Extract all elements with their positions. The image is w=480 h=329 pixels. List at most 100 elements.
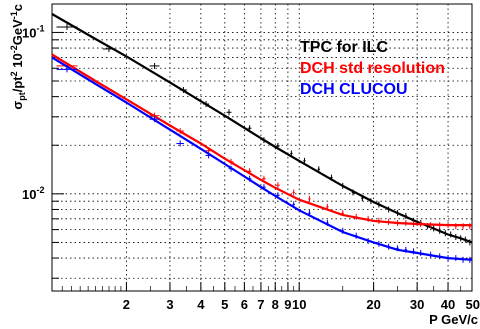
data-point (292, 189, 295, 196)
data-point (351, 189, 355, 196)
x-tick-label: 8 (272, 297, 279, 312)
data-point (276, 182, 280, 189)
x-axis-label: P GeV/c (429, 312, 478, 327)
x-tick-label: 30 (410, 297, 424, 312)
data-point (292, 201, 295, 208)
data-point (419, 249, 422, 256)
data-point (228, 165, 234, 172)
x-tick-label: 2 (123, 297, 130, 312)
data-point (262, 175, 266, 182)
data-point (179, 86, 188, 93)
y-tick-label: 10-1 (22, 23, 44, 40)
data-point (377, 217, 381, 224)
legend-entry-tpc: TPC for ILC (300, 39, 388, 56)
x-tick-label: 9 (284, 297, 291, 312)
x-tick-label: 5 (221, 297, 228, 312)
series-2 (51, 56, 473, 263)
data-point (262, 137, 266, 144)
data-point (262, 184, 266, 191)
series-layer (51, 13, 473, 263)
data-point (341, 182, 344, 189)
data-point (276, 192, 280, 199)
data-point (412, 248, 415, 255)
data-point (387, 218, 390, 225)
grid-lines (52, 4, 472, 291)
data-point (247, 168, 252, 175)
data-point (326, 219, 329, 226)
y-axis-label: σpt/pt2 10-2GeV-1c (9, 4, 27, 110)
x-tick-label: 4 (197, 297, 205, 312)
data-point (419, 221, 422, 228)
data-point (308, 210, 311, 217)
data-point (468, 256, 472, 263)
data-point (205, 152, 212, 159)
legend-entry-dch-std: DCH std resolution (300, 60, 445, 77)
data-point (387, 243, 390, 250)
axis-ticks (51, 31, 473, 291)
data-point (330, 174, 333, 181)
data-point (247, 175, 252, 182)
data-point (149, 62, 160, 69)
data-point (228, 158, 234, 165)
data-point (377, 201, 381, 208)
data-point (303, 157, 306, 164)
data-point (226, 109, 232, 116)
data-point (326, 203, 329, 210)
data-point (202, 101, 210, 108)
data-point (56, 24, 78, 31)
y-tick-labels: 10-2 10-1 (22, 23, 44, 201)
y-tick-label: 10-2 (22, 185, 44, 202)
data-point (377, 240, 381, 247)
data-point (176, 140, 184, 147)
data-point (446, 255, 450, 262)
data-point (176, 128, 184, 135)
data-point (432, 225, 435, 232)
data-point (404, 246, 408, 253)
data-point (56, 66, 78, 73)
data-point (354, 213, 358, 220)
data-point (438, 227, 441, 234)
data-point (361, 195, 364, 202)
data-point (290, 150, 293, 157)
data-point (404, 219, 408, 226)
data-point (366, 215, 370, 222)
data-point (429, 251, 432, 258)
data-point (396, 245, 399, 252)
data-point (396, 210, 399, 217)
data-point (449, 231, 452, 238)
data-point (387, 206, 390, 213)
data-point (429, 222, 432, 229)
series-line (51, 13, 473, 244)
series-0 (51, 13, 473, 246)
legend-entry-dch-clucou: DCH CLUCOU (300, 81, 408, 98)
data-point (354, 232, 358, 239)
data-point (454, 255, 458, 262)
data-point (461, 256, 465, 263)
data-point (454, 234, 458, 241)
data-point (412, 221, 415, 228)
x-tick-label: 7 (257, 297, 264, 312)
x-tick-label: 40 (441, 297, 455, 312)
series-line (51, 53, 472, 227)
data-point (461, 223, 465, 230)
x-tick-label: 20 (366, 297, 380, 312)
data-point (341, 210, 344, 217)
data-point (444, 230, 447, 237)
x-tick-labels: 2 3 4 5 6 7 8 9 10 20 30 40 50 (123, 297, 480, 312)
data-point (464, 236, 467, 243)
x-tick-label: 10 (292, 297, 306, 312)
x-tick-label: 3 (166, 297, 173, 312)
legend: TPC for ILC DCH std resolution DCH CLUCO… (300, 39, 445, 98)
data-point (308, 195, 311, 202)
data-point (404, 212, 408, 219)
x-tick-label: 6 (241, 297, 248, 312)
data-point (276, 142, 280, 149)
x-tick-label: 50 (466, 297, 480, 312)
data-point (396, 219, 399, 226)
data-point (438, 253, 441, 260)
data-point (468, 223, 472, 230)
data-point (438, 222, 441, 229)
data-point (468, 239, 472, 246)
data-point (369, 198, 373, 205)
